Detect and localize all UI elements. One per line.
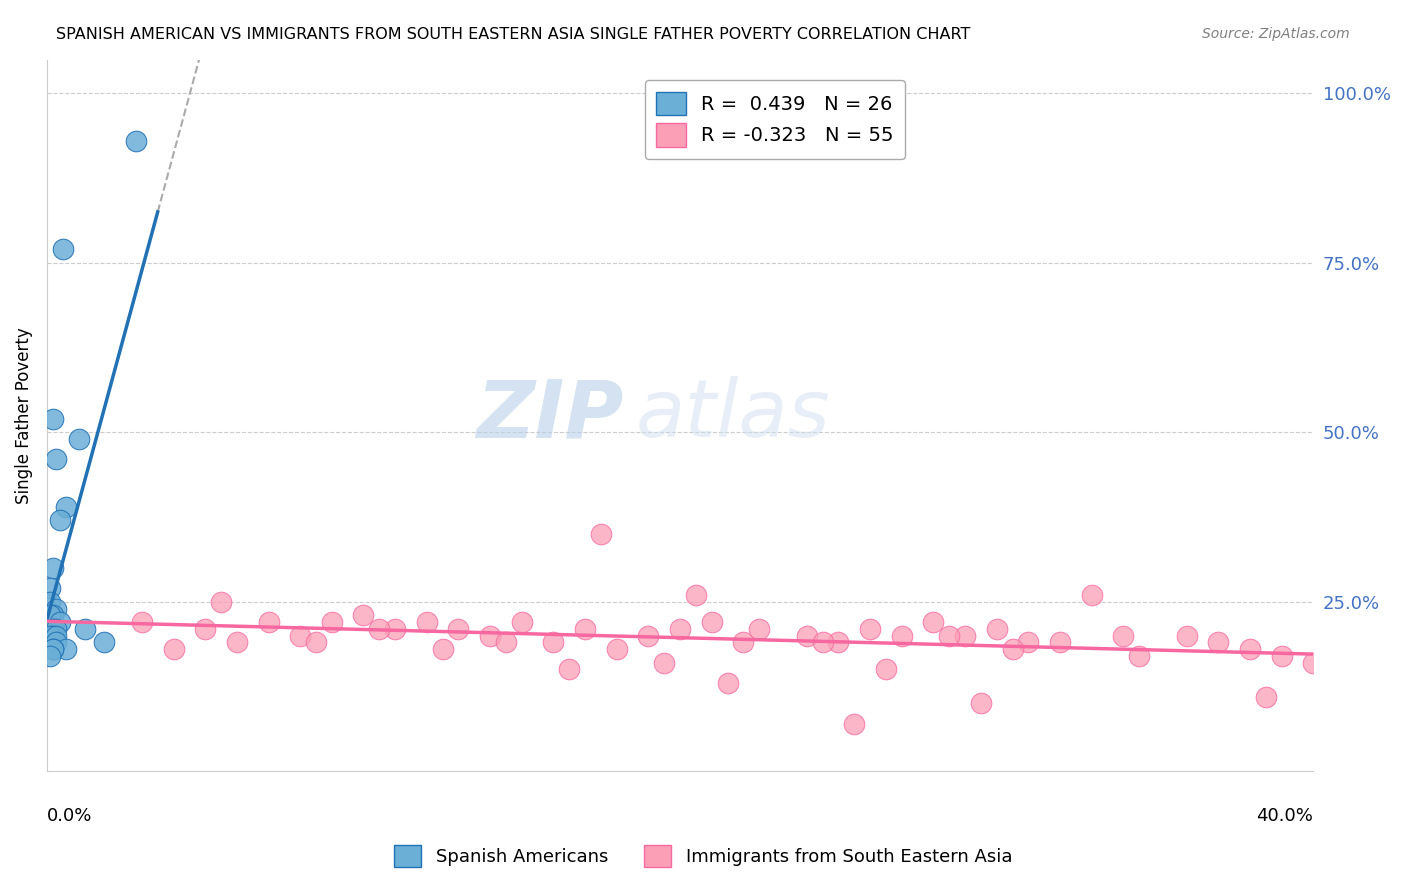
Point xyxy=(748,622,770,636)
Point xyxy=(45,601,67,615)
Text: Source: ZipAtlas.com: Source: ZipAtlas.com xyxy=(1202,27,1350,41)
Point xyxy=(124,134,146,148)
Point xyxy=(637,629,659,643)
Point xyxy=(225,635,247,649)
Point xyxy=(162,642,184,657)
Point xyxy=(1080,588,1102,602)
Point xyxy=(288,629,311,643)
Point xyxy=(510,615,533,629)
Point xyxy=(1175,629,1198,643)
Point xyxy=(1112,629,1135,643)
Point xyxy=(321,615,343,629)
Point xyxy=(42,629,65,643)
Point xyxy=(479,629,502,643)
Point xyxy=(1049,635,1071,649)
Point xyxy=(39,581,62,595)
Point xyxy=(368,622,391,636)
Point xyxy=(39,648,62,663)
Point xyxy=(1271,648,1294,663)
Text: atlas: atlas xyxy=(636,376,831,454)
Point xyxy=(305,635,328,649)
Point xyxy=(42,622,65,636)
Point xyxy=(716,676,738,690)
Point xyxy=(844,716,866,731)
Point xyxy=(55,500,77,514)
Point xyxy=(42,642,65,657)
Point xyxy=(827,635,849,649)
Point xyxy=(953,629,976,643)
Point xyxy=(1254,690,1277,704)
Point xyxy=(1001,642,1024,657)
Point xyxy=(1128,648,1150,663)
Point xyxy=(39,608,62,623)
Point xyxy=(73,622,96,636)
Text: 40.0%: 40.0% xyxy=(1257,806,1313,825)
Point xyxy=(48,513,70,527)
Point xyxy=(733,635,755,649)
Point xyxy=(1302,656,1324,670)
Text: ZIP: ZIP xyxy=(475,376,623,454)
Point xyxy=(42,561,65,575)
Point xyxy=(970,697,993,711)
Point xyxy=(45,452,67,467)
Point xyxy=(45,622,67,636)
Point xyxy=(93,635,115,649)
Point xyxy=(495,635,517,649)
Point xyxy=(890,629,912,643)
Point xyxy=(922,615,945,629)
Point xyxy=(353,608,375,623)
Point xyxy=(42,608,65,623)
Point xyxy=(39,595,62,609)
Point xyxy=(1239,642,1261,657)
Point xyxy=(1017,635,1039,649)
Point xyxy=(55,642,77,657)
Legend: R =  0.439   N = 26, R = -0.323   N = 55: R = 0.439 N = 26, R = -0.323 N = 55 xyxy=(645,80,905,159)
Point xyxy=(45,629,67,643)
Point xyxy=(194,622,217,636)
Point xyxy=(796,629,818,643)
Point xyxy=(1206,635,1229,649)
Point xyxy=(45,635,67,649)
Point xyxy=(42,411,65,425)
Point xyxy=(669,622,692,636)
Point xyxy=(652,656,675,670)
Point xyxy=(447,622,470,636)
Point xyxy=(131,615,153,629)
Point xyxy=(48,615,70,629)
Point xyxy=(543,635,565,649)
Point xyxy=(685,588,707,602)
Point xyxy=(432,642,454,657)
Point xyxy=(875,663,897,677)
Text: 0.0%: 0.0% xyxy=(46,806,93,825)
Point xyxy=(558,663,581,677)
Point xyxy=(986,622,1008,636)
Text: SPANISH AMERICAN VS IMMIGRANTS FROM SOUTH EASTERN ASIA SINGLE FATHER POVERTY COR: SPANISH AMERICAN VS IMMIGRANTS FROM SOUT… xyxy=(56,27,970,42)
Point xyxy=(209,595,232,609)
Point xyxy=(574,622,596,636)
Point xyxy=(589,527,612,541)
Point xyxy=(67,432,90,446)
Point xyxy=(700,615,723,629)
Point xyxy=(416,615,439,629)
Point xyxy=(859,622,882,636)
Point xyxy=(384,622,406,636)
Point xyxy=(52,243,75,257)
Y-axis label: Single Father Poverty: Single Father Poverty xyxy=(15,327,32,504)
Point xyxy=(811,635,834,649)
Point xyxy=(42,642,65,657)
Point xyxy=(606,642,628,657)
Point xyxy=(39,629,62,643)
Point xyxy=(257,615,280,629)
Point xyxy=(938,629,960,643)
Legend: Spanish Americans, Immigrants from South Eastern Asia: Spanish Americans, Immigrants from South… xyxy=(387,838,1019,874)
